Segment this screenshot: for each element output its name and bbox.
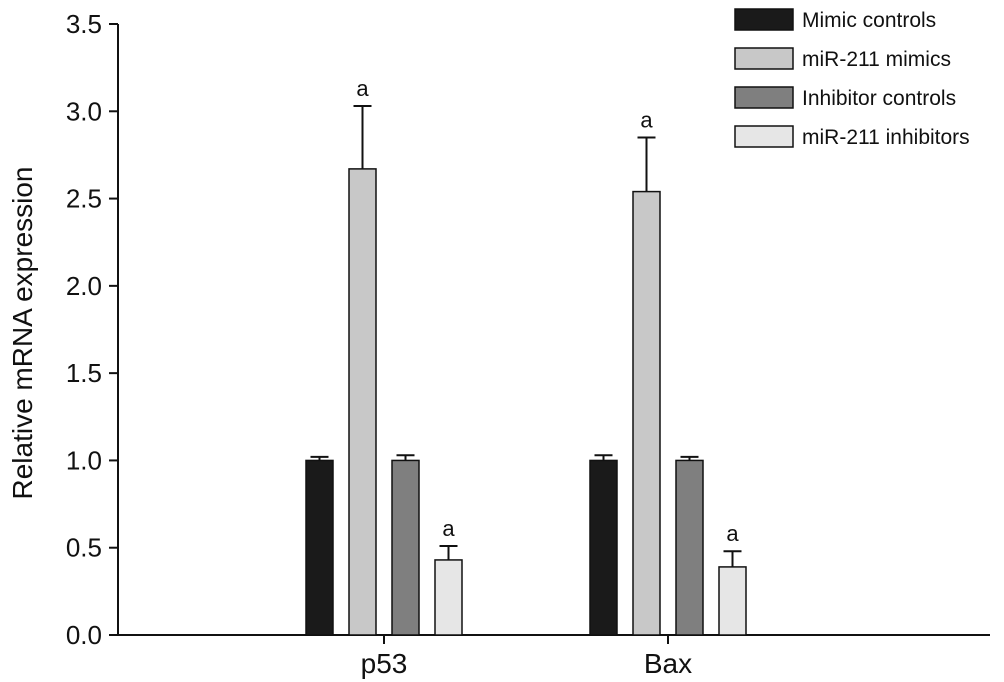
legend-label: Inhibitor controls	[802, 87, 956, 110]
legend-swatch	[734, 47, 794, 70]
x-tick-label: p53	[361, 648, 408, 679]
legend-swatch	[734, 86, 794, 109]
x-axis: p53 Bax	[118, 634, 990, 679]
bar	[348, 168, 377, 636]
bar	[305, 459, 334, 636]
y-axis-title: Relative mRNA expression	[7, 166, 38, 499]
x-tick-label: Bax	[644, 648, 692, 679]
y-tick-label: 3.5	[66, 9, 102, 39]
legend-label: miR-211 mimics	[802, 48, 951, 71]
y-tick-label: 1.0	[66, 445, 102, 475]
bar	[632, 190, 661, 636]
y-tick-label: 3.0	[66, 96, 102, 126]
y-tick-label: 0.0	[66, 620, 102, 650]
significance-label: a	[442, 516, 455, 541]
bar	[675, 459, 704, 636]
y-tick-label: 0.5	[66, 533, 102, 563]
legend-label: Mimic controls	[802, 9, 936, 32]
y-axis: 0.0 0.5 1.0 1.5 2.0 2.5 3.0 3.5	[66, 9, 119, 650]
bar	[589, 459, 618, 636]
legend-swatch	[734, 125, 794, 148]
bar	[434, 559, 463, 636]
bar	[718, 566, 747, 636]
significance-label: a	[640, 107, 653, 132]
bars: a a a a	[305, 76, 747, 636]
legend-swatch	[734, 8, 794, 31]
bar	[391, 459, 420, 636]
legend: Mimic controls miR-211 mimics Inhibitor co…	[734, 8, 970, 149]
y-tick-label: 2.0	[66, 271, 102, 301]
legend-label: miR-211 inhibitors	[802, 126, 970, 149]
y-tick-label: 1.5	[66, 358, 102, 388]
significance-label: a	[726, 521, 739, 546]
y-tick-label: 2.5	[66, 184, 102, 214]
significance-label: a	[356, 76, 369, 101]
